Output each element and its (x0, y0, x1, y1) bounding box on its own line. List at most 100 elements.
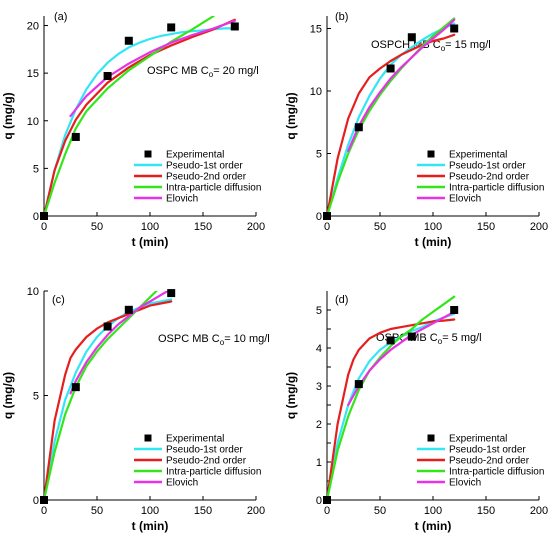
data-point-experimental (450, 24, 459, 33)
legend-marker (144, 150, 152, 158)
x-axis-label: t (min) (415, 235, 452, 249)
legend-entry: Pseudo-1st order (166, 161, 243, 172)
legend-entry: Elovich (449, 194, 481, 205)
legend-entry: Experimental (166, 150, 224, 161)
legend-marker (144, 434, 152, 442)
data-point-experimental (40, 496, 48, 504)
y-tick-label: 10 (27, 116, 39, 128)
condition-annotation: OSPC MB Co= 20 mg/l (147, 65, 259, 79)
x-tick-label: 100 (424, 505, 442, 517)
x-axis-label: t (min) (132, 235, 169, 249)
x-tick-label: 0 (324, 505, 330, 517)
panel-1: 0 50 100 150 200 0 5 10 15 20 t (min) q (mg/g) (a) OS… (1, 11, 265, 249)
data-point-experimental (407, 33, 416, 42)
x-tick-label: 150 (194, 505, 212, 517)
data-point-experimental (407, 332, 416, 341)
data-point-experimental (40, 212, 48, 220)
x-tick-label: 100 (141, 505, 159, 517)
legend-entry: Experimental (449, 150, 507, 161)
y-tick-label: 20 (27, 21, 39, 33)
legend-entry: Pseudo-2nd order (166, 172, 247, 183)
data-point-experimental (354, 380, 363, 389)
legend-marker (427, 150, 435, 158)
data-point-experimental (323, 496, 331, 504)
x-tick-label: 0 (41, 505, 47, 517)
data-point-experimental (323, 212, 331, 220)
panel-3: 0 50 100 150 200 0 5 10 t (min) q (mg/g) (c) OSPC M… (1, 286, 270, 533)
y-tick-label: 5 (33, 391, 39, 403)
x-tick-label: 200 (530, 221, 548, 233)
series-line-elovich (347, 310, 456, 407)
legend-entry: Experimental (166, 434, 224, 445)
y-tick-label: 0 (316, 211, 322, 223)
y-tick-label: 10 (310, 86, 322, 98)
legend-entry: Elovich (166, 194, 198, 205)
y-axis-label: q (mg/g) (1, 92, 15, 139)
y-axis-label: q (mg/g) (284, 92, 298, 139)
data-point-experimental (71, 383, 80, 392)
legend-entry: Pseudo-2nd order (166, 456, 247, 467)
data-point-experimental (124, 305, 133, 314)
series-line-intra-particle-diffusion (327, 17, 456, 216)
legend-entry: Intra-particle diffusion (449, 467, 544, 478)
panel-2: 0 50 100 150 200 0 5 10 15 t (min) q (mg/g) (b) OSPC… (284, 11, 548, 249)
x-tick-label: 0 (324, 221, 330, 233)
panel-label: (c) (52, 294, 65, 306)
series-line-elovich (69, 291, 170, 395)
data-point-experimental (167, 23, 176, 32)
series-line-intra-particle-diffusion (44, 16, 215, 216)
series-line-pseudo-2nd-order (44, 300, 173, 500)
data-point-experimental (354, 123, 363, 132)
data-point-experimental (124, 36, 133, 45)
x-tick-label: 200 (247, 221, 265, 233)
condition-annotation: OSPCH MB Co= 15 mg/l (371, 39, 491, 53)
panel-label: (d) (335, 294, 348, 306)
x-tick-label: 100 (141, 221, 159, 233)
data-point-experimental (71, 132, 80, 141)
legend-entry: Pseudo-2nd order (449, 172, 530, 183)
condition-annotation: OSPC MB Co= 10 mg/l (158, 333, 270, 347)
x-tick-label: 200 (247, 505, 265, 517)
y-tick-label: 3 (316, 381, 322, 393)
legend-entry: Pseudo-1st order (166, 445, 243, 456)
y-tick-label: 15 (27, 68, 39, 80)
legend-entry: Pseudo-1st order (449, 161, 526, 172)
legend-entry: Experimental (449, 434, 507, 445)
x-tick-label: 100 (424, 221, 442, 233)
data-point-experimental (103, 72, 112, 80)
series-line-intra-particle-diffusion (327, 295, 456, 500)
x-tick-label: 50 (91, 505, 103, 517)
series-line-elovich (69, 19, 236, 118)
legend-entry: Intra-particle diffusion (449, 183, 544, 194)
data-point-experimental (450, 306, 459, 314)
data-point-experimental (230, 22, 239, 31)
y-tick-label: 5 (316, 305, 322, 317)
legend-entry: Intra-particle diffusion (166, 183, 261, 194)
y-tick-label: 5 (33, 163, 39, 175)
y-tick-label: 2 (316, 419, 322, 431)
legend-entry: Pseudo-2nd order (449, 456, 530, 467)
y-tick-label: 0 (33, 495, 39, 507)
legend-marker (427, 434, 435, 442)
x-tick-label: 150 (194, 221, 212, 233)
x-tick-label: 0 (41, 221, 47, 233)
series-line-pseudo-2nd-order (327, 318, 456, 500)
y-axis-label: q (mg/g) (1, 372, 15, 419)
x-tick-label: 200 (530, 505, 548, 517)
y-tick-label: 0 (33, 211, 39, 223)
y-tick-label: 15 (310, 24, 322, 36)
legend-entry: Pseudo-1st order (449, 445, 526, 456)
y-axis-label: q (mg/g) (284, 372, 298, 419)
data-point-experimental (103, 322, 112, 331)
series-line-pseudo-2nd-order (44, 18, 236, 216)
x-axis-label: t (min) (132, 519, 169, 533)
panel-label: (b) (335, 11, 348, 23)
panel-label: (a) (54, 11, 67, 23)
y-tick-label: 4 (316, 343, 322, 355)
x-axis-label: t (min) (415, 519, 452, 533)
y-tick-label: 1 (316, 457, 322, 469)
x-tick-label: 150 (477, 505, 495, 517)
